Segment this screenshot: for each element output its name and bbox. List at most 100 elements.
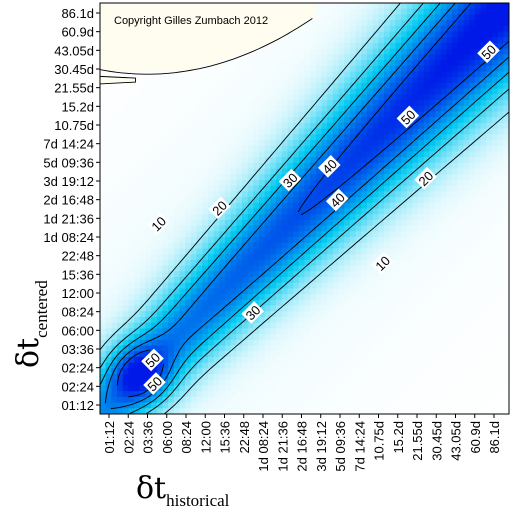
heatmap-cell: [219, 88, 226, 95]
heatmap-cell: [100, 145, 107, 153]
heatmap-cell: [418, 271, 425, 278]
heatmap-cell: [168, 54, 175, 61]
heatmap-cell: [332, 288, 340, 295]
heatmap-cell: [389, 259, 396, 267]
heatmap-cell: [491, 105, 499, 113]
heatmap-cell: [276, 185, 283, 192]
heatmap-cell: [452, 214, 459, 221]
heatmap-cell: [315, 288, 323, 295]
heatmap-cell: [100, 356, 107, 364]
heatmap-cell: [423, 191, 431, 198]
heatmap-cell: [128, 54, 135, 61]
heatmap-cell: [338, 157, 345, 164]
heatmap-cell: [372, 345, 379, 352]
heatmap-cell: [145, 208, 152, 215]
heatmap-cell: [389, 179, 396, 187]
heatmap-cell: [162, 179, 169, 187]
heatmap-cell: [440, 368, 448, 375]
heatmap-cell: [230, 334, 237, 341]
heatmap-cell: [128, 65, 135, 73]
heatmap-cell: [463, 322, 470, 329]
heatmap-cell: [457, 117, 465, 124]
heatmap-cell: [406, 157, 414, 164]
heatmap-cell: [287, 288, 294, 295]
heatmap-cell: [474, 402, 482, 409]
heatmap-cell: [332, 122, 340, 130]
heatmap-cell: [315, 134, 323, 141]
heatmap-cell: [310, 265, 317, 272]
heatmap-cell: [134, 157, 141, 164]
heatmap-cell: [196, 20, 203, 27]
heatmap-cell: [270, 128, 277, 135]
heatmap-cell: [457, 379, 465, 387]
heatmap-cell: [355, 288, 362, 295]
heatmap-cell: [202, 231, 209, 238]
heatmap-cell: [139, 128, 147, 135]
heatmap-cell: [185, 88, 192, 95]
heatmap-cell: [151, 25, 158, 33]
heatmap-cell: [406, 100, 414, 107]
heatmap-cell: [491, 140, 499, 147]
heatmap-cell: [224, 37, 232, 44]
heatmap-cell: [139, 140, 147, 147]
heatmap-cell: [236, 31, 243, 38]
heatmap-cell: [156, 65, 164, 73]
heatmap-cell: [111, 265, 118, 272]
heatmap-cell: [463, 299, 470, 307]
heatmap-cell: [287, 408, 294, 414]
heatmap-cell: [185, 237, 192, 244]
heatmap-cell: [474, 71, 482, 78]
heatmap-cell: [281, 225, 289, 232]
heatmap-cell: [168, 162, 175, 170]
heatmap-cell: [179, 82, 186, 90]
heatmap-cell: [190, 191, 198, 198]
heatmap-cell: [315, 362, 323, 369]
heatmap-cell: [480, 242, 487, 250]
heatmap-cell: [264, 82, 272, 90]
heatmap-cell: [406, 316, 414, 324]
heatmap-cell: [179, 111, 186, 118]
heatmap-cell: [298, 60, 306, 67]
heatmap-cell: [315, 174, 323, 181]
heatmap-cell: [463, 168, 470, 175]
heatmap-cell: [264, 117, 272, 124]
heatmap-cell: [281, 77, 289, 84]
heatmap-cell: [395, 25, 402, 33]
heatmap-cell: [253, 168, 260, 175]
heatmap-cell: [213, 25, 220, 33]
heatmap-cell: [111, 202, 118, 210]
heatmap-cell: [105, 168, 112, 175]
heatmap-cell: [122, 311, 129, 318]
heatmap-cell: [366, 385, 374, 392]
heatmap-cell: [304, 128, 311, 135]
heatmap-cell: [429, 351, 436, 358]
heatmap-cell: [196, 60, 203, 67]
heatmap-cell: [151, 191, 158, 198]
heatmap-cell: [242, 60, 249, 67]
heatmap-cell: [440, 282, 448, 290]
heatmap-cell: [321, 140, 328, 147]
heatmap-cell: [230, 277, 237, 284]
heatmap-cell: [134, 42, 141, 50]
heatmap-cell: [446, 345, 453, 352]
heatmap-cell: [321, 208, 328, 215]
heatmap-cell: [304, 362, 311, 369]
heatmap-cell: [423, 208, 431, 215]
heatmap-cell: [224, 391, 232, 398]
heatmap-cell: [435, 71, 442, 78]
heatmap-cell: [349, 54, 357, 61]
heatmap-cell: [162, 208, 169, 215]
heatmap-cell: [213, 356, 220, 364]
heatmap-cell: [332, 391, 340, 398]
heatmap-cell: [321, 242, 328, 250]
heatmap-cell: [406, 140, 414, 147]
heatmap-cell: [298, 208, 306, 215]
heatmap-cell: [480, 37, 487, 44]
heatmap-cell: [440, 145, 448, 153]
heatmap-cell: [100, 54, 107, 61]
heatmap-cell: [423, 294, 431, 301]
heatmap-cell: [321, 94, 328, 101]
heatmap-cell: [469, 294, 476, 301]
heatmap-cell: [435, 339, 442, 347]
heatmap-cell: [219, 14, 226, 21]
